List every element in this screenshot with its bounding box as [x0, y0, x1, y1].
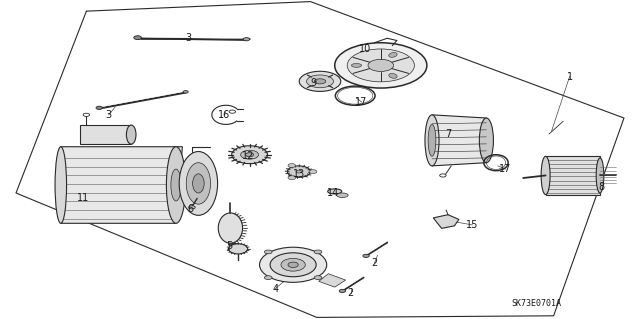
Ellipse shape [479, 118, 493, 163]
Ellipse shape [218, 213, 243, 243]
Ellipse shape [179, 152, 218, 215]
Ellipse shape [270, 253, 316, 277]
Ellipse shape [55, 147, 67, 223]
Ellipse shape [300, 71, 341, 91]
Circle shape [183, 91, 188, 93]
Ellipse shape [287, 166, 310, 177]
Ellipse shape [335, 43, 427, 88]
Text: 4: 4 [272, 284, 278, 294]
Circle shape [264, 276, 272, 279]
Ellipse shape [281, 258, 305, 271]
Ellipse shape [241, 150, 259, 159]
Ellipse shape [127, 125, 136, 144]
Circle shape [288, 164, 296, 167]
Ellipse shape [307, 75, 333, 88]
Polygon shape [432, 115, 486, 166]
Text: 2: 2 [371, 258, 378, 268]
Text: 12: 12 [242, 151, 255, 161]
Ellipse shape [351, 63, 362, 67]
Ellipse shape [388, 53, 397, 57]
Ellipse shape [328, 189, 342, 194]
Text: 7: 7 [445, 129, 451, 139]
Text: 9: 9 [310, 78, 317, 88]
Text: 5: 5 [226, 241, 232, 251]
Ellipse shape [288, 262, 298, 267]
Circle shape [96, 106, 102, 109]
Text: 6: 6 [188, 204, 194, 214]
Text: 15: 15 [466, 220, 479, 230]
Ellipse shape [232, 146, 268, 164]
Ellipse shape [228, 244, 248, 254]
Ellipse shape [347, 49, 415, 82]
Ellipse shape [260, 247, 327, 282]
Ellipse shape [596, 158, 604, 193]
Ellipse shape [388, 73, 397, 78]
Text: 17: 17 [499, 164, 512, 174]
Text: 8: 8 [598, 182, 605, 192]
Ellipse shape [171, 169, 181, 201]
Circle shape [339, 289, 346, 293]
Ellipse shape [186, 163, 211, 204]
Circle shape [314, 276, 322, 279]
Circle shape [440, 174, 446, 177]
Ellipse shape [296, 170, 302, 173]
Circle shape [243, 38, 250, 41]
Polygon shape [319, 274, 346, 287]
Ellipse shape [425, 115, 439, 166]
Polygon shape [545, 156, 600, 195]
Polygon shape [61, 147, 182, 223]
Text: 11: 11 [77, 193, 90, 203]
Circle shape [363, 254, 369, 257]
Ellipse shape [166, 147, 186, 223]
Circle shape [83, 113, 90, 116]
Ellipse shape [193, 174, 204, 193]
Text: 13: 13 [293, 169, 306, 179]
Text: SK73E0701A: SK73E0701A [511, 299, 561, 308]
Circle shape [314, 250, 322, 254]
Text: 14: 14 [326, 188, 339, 198]
Ellipse shape [428, 124, 436, 156]
Text: 3: 3 [186, 33, 192, 43]
Circle shape [189, 206, 195, 209]
Text: 1: 1 [566, 71, 573, 82]
Text: 16: 16 [218, 110, 230, 120]
Ellipse shape [246, 153, 253, 157]
Text: 17: 17 [355, 97, 368, 107]
Ellipse shape [368, 59, 394, 71]
Circle shape [288, 176, 296, 180]
Polygon shape [80, 125, 131, 144]
Text: 3: 3 [106, 110, 112, 120]
Ellipse shape [541, 156, 550, 195]
Text: 2: 2 [348, 288, 354, 299]
Circle shape [134, 36, 141, 40]
Circle shape [229, 110, 236, 113]
Ellipse shape [314, 79, 326, 84]
Circle shape [264, 250, 272, 254]
Polygon shape [433, 215, 459, 228]
Text: 10: 10 [358, 44, 371, 55]
Ellipse shape [337, 193, 348, 197]
Circle shape [309, 170, 317, 174]
